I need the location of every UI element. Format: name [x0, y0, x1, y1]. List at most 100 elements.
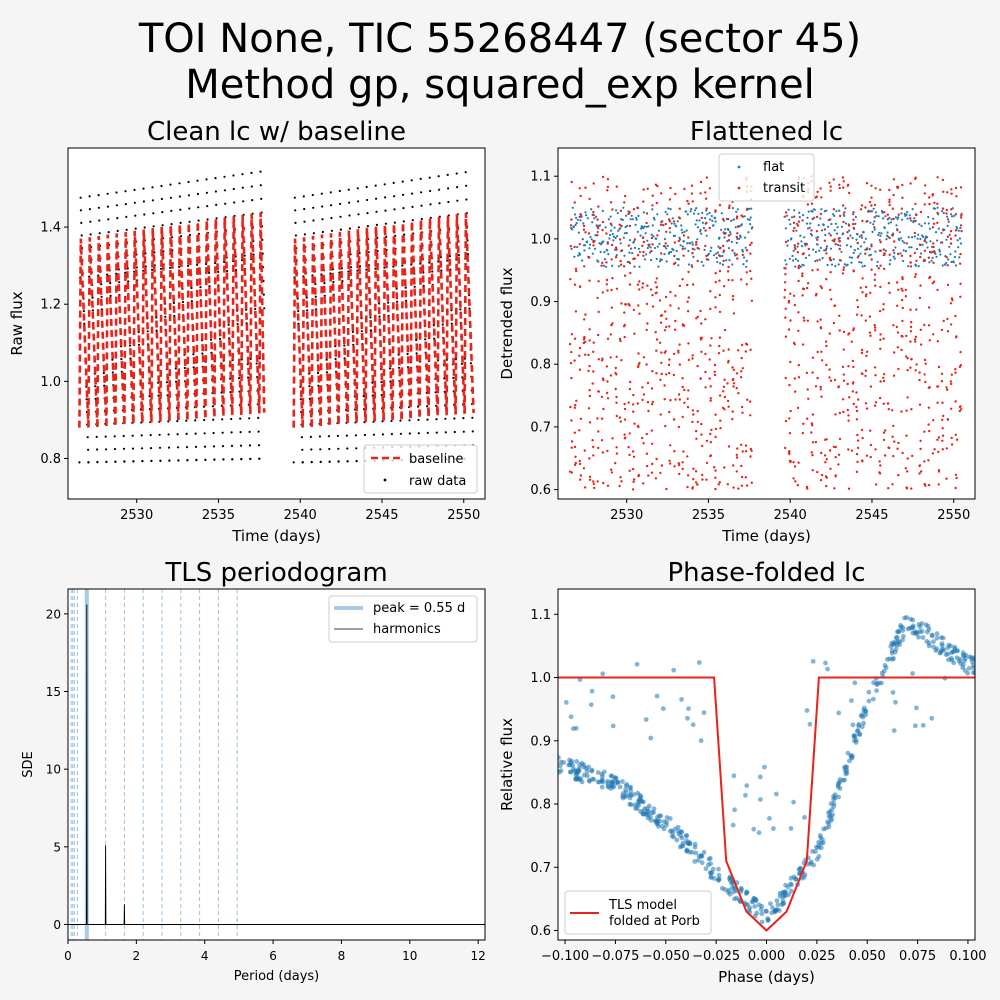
transit-point	[705, 478, 708, 481]
transit-point	[816, 268, 819, 271]
transit-point	[660, 252, 663, 255]
raw-point	[118, 281, 121, 284]
flat-point	[721, 263, 725, 266]
flat-point	[900, 212, 903, 215]
flat-point	[786, 244, 789, 247]
transit-point	[614, 462, 617, 465]
transit-point	[646, 322, 649, 325]
flat-point	[874, 211, 878, 214]
transit-point	[828, 332, 831, 335]
raw-point	[260, 197, 263, 200]
flat-point	[691, 243, 694, 246]
legend-flat-label: flat	[763, 160, 784, 175]
raw-point	[227, 323, 230, 326]
flat-point	[906, 211, 909, 214]
raw-point	[367, 251, 370, 254]
transit-point	[924, 380, 927, 384]
transit-point	[569, 278, 572, 281]
raw-point	[232, 174, 235, 177]
transit-point	[601, 291, 604, 294]
raw-point	[192, 353, 195, 356]
transit-point	[909, 366, 912, 369]
raw-point	[303, 233, 306, 236]
transit-point	[874, 401, 878, 404]
flat-point	[835, 210, 838, 213]
raw-point	[87, 461, 90, 464]
transit-point	[816, 376, 819, 380]
transit-point	[949, 237, 953, 240]
raw-point	[140, 434, 143, 437]
transit-point	[914, 176, 917, 179]
flat-point	[690, 207, 693, 211]
transit-point	[811, 454, 814, 457]
fold-point	[788, 888, 794, 894]
flat-point	[923, 222, 927, 225]
transit-point	[950, 436, 953, 440]
flat-point	[947, 220, 950, 223]
tls-xtick-label: 12	[471, 949, 486, 963]
raw-point	[428, 176, 431, 179]
transit-point	[946, 317, 949, 321]
transit-point	[583, 265, 586, 268]
transit-point	[668, 462, 672, 465]
raw-point	[133, 188, 136, 191]
transit-point	[672, 373, 676, 377]
transit-point	[901, 276, 904, 279]
raw-point	[431, 270, 434, 273]
baseline-cycle	[436, 216, 448, 416]
raw-point	[95, 435, 98, 438]
transit-point	[623, 402, 626, 406]
flat-point	[787, 239, 790, 242]
flat-point	[658, 260, 662, 263]
raw-point	[96, 448, 99, 451]
transit-point	[700, 322, 703, 325]
fold-point	[890, 690, 896, 695]
transit-point	[954, 473, 958, 476]
fold-point	[820, 840, 826, 846]
transit-point	[923, 358, 927, 362]
transit-point	[646, 381, 650, 385]
flat-point	[712, 224, 715, 227]
fold-point	[965, 670, 971, 676]
fold-point	[643, 717, 649, 722]
flat-point	[951, 215, 954, 218]
flat-point	[606, 249, 609, 252]
transit-point	[605, 278, 609, 282]
fold-ylabel: Relative flux	[498, 718, 516, 811]
transit-point	[578, 346, 582, 350]
fold-point	[773, 907, 779, 913]
baseline-cycle	[249, 213, 261, 414]
raw-point	[137, 343, 141, 346]
flat-point	[612, 235, 616, 238]
flat-point	[739, 236, 742, 239]
flat-point	[855, 238, 858, 241]
transit-point	[611, 322, 614, 325]
baseline-cycle	[141, 229, 153, 423]
transit-point	[744, 444, 748, 447]
flat-point	[687, 263, 691, 266]
raw-point	[310, 448, 313, 451]
flat-point	[720, 212, 723, 215]
transit-point	[932, 333, 935, 336]
transit-point	[888, 253, 891, 256]
transit-point	[714, 435, 717, 439]
transit-point	[592, 244, 595, 247]
flat-point	[709, 250, 712, 253]
flat-point	[946, 224, 949, 227]
transit-point	[705, 176, 709, 179]
raw-point	[426, 405, 429, 408]
transit-point	[923, 259, 927, 262]
transit-point	[596, 296, 599, 300]
transit-point	[708, 226, 711, 230]
raw-point	[444, 417, 447, 420]
transit-point	[677, 463, 681, 467]
transit-point	[897, 441, 900, 445]
transit-point	[722, 259, 725, 263]
raw-point	[417, 418, 420, 421]
raw-point	[131, 447, 135, 450]
raw-point	[170, 223, 173, 226]
raw-point	[311, 193, 314, 197]
transit-point	[861, 219, 864, 223]
flat-point	[949, 253, 952, 256]
transit-point	[914, 202, 917, 206]
